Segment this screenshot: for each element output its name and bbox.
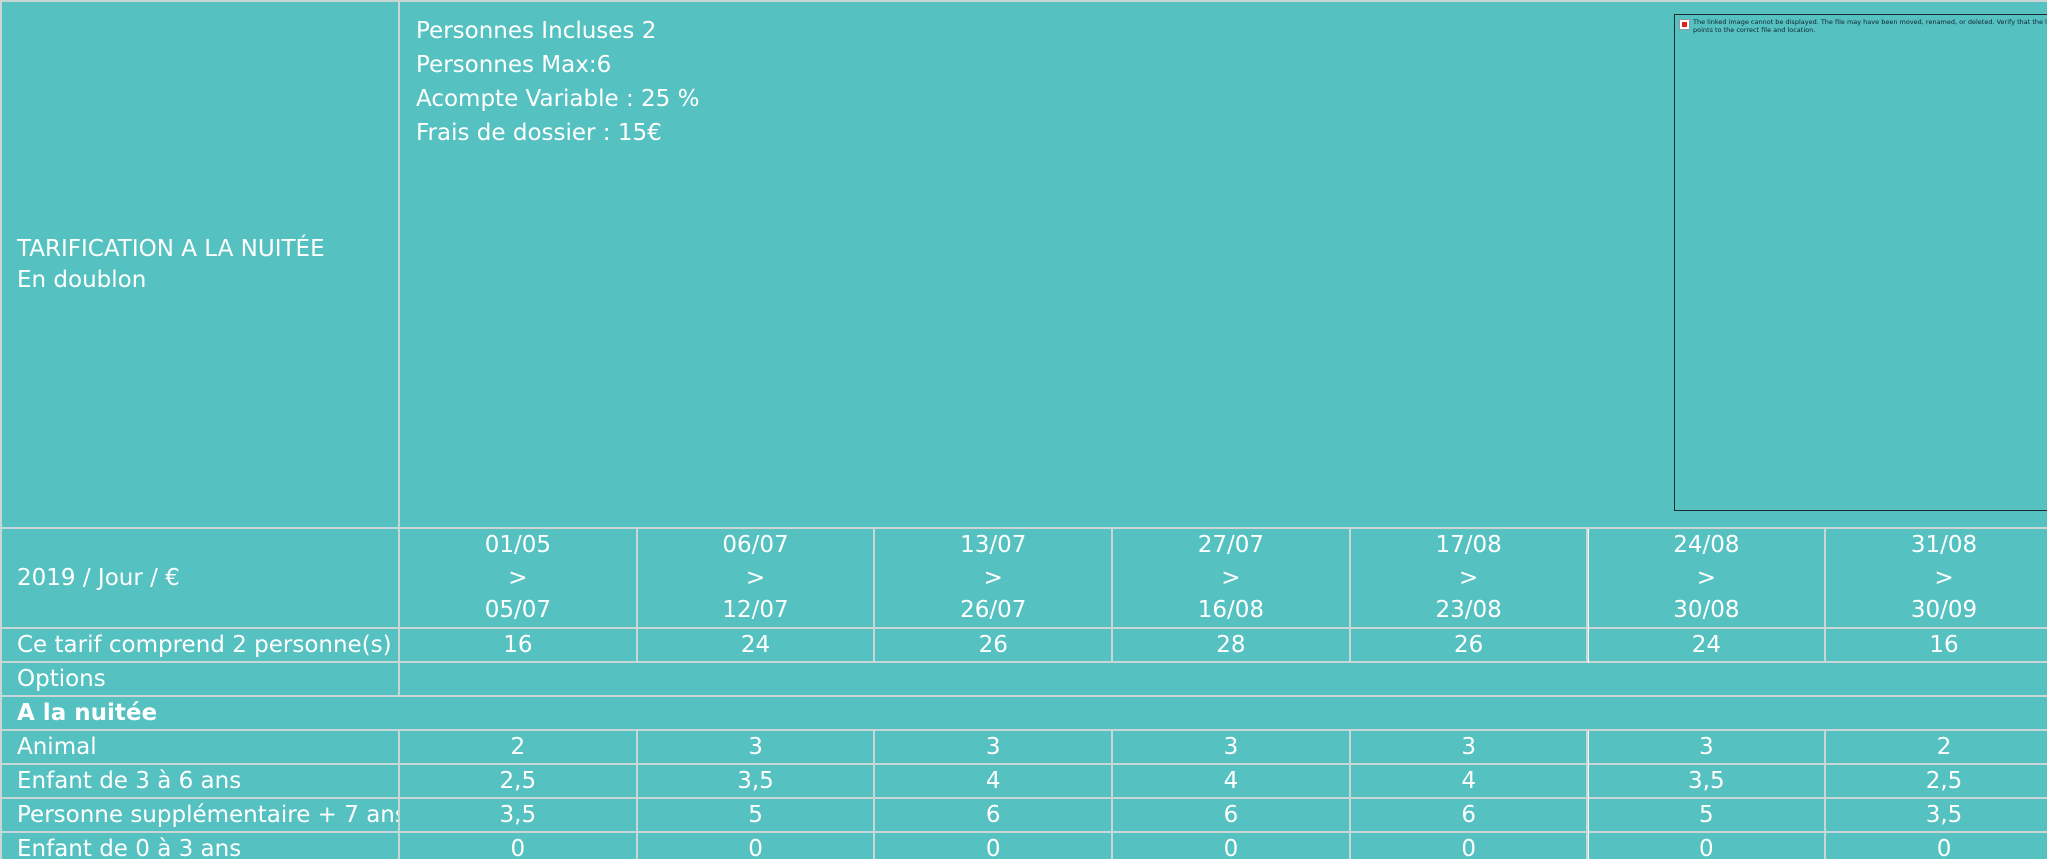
period-to: 30/08 [1673,597,1740,624]
value-cell: 0 [637,833,876,859]
value-cell: 3,5 [637,765,876,799]
value-cell: 26 [875,629,1114,663]
period-to: 30/09 [1910,597,1978,624]
value-cell: 5 [1588,799,1827,833]
value-cell: 4 [1113,765,1351,799]
period-cell: 06/07 >12/07 [637,529,876,629]
value-cell: 6 [1350,799,1589,833]
image-placeholder: The linked image cannot be displayed. Th… [1674,14,2047,511]
info-line: Frais de dossier : 15€ [416,120,662,146]
value-cell: 3,5 [1588,765,1827,799]
row-label-text: Enfant de 0 à 3 ans [17,836,242,859]
row-label-text: Personne supplémentaire + 7 ans [17,802,400,828]
broken-image-icon [1679,19,1690,30]
period-separator: > [508,564,528,591]
info-line: Personnes Max:6 [416,52,612,78]
info-line: Personnes Incluses 2 [416,18,657,44]
row-label-text: Ce tarif comprend 2 personne(s) [17,632,392,658]
value-cell: 3 [875,731,1114,765]
period-label: 2019 / Jour / € [2,529,400,629]
period-from: 17/08 [1435,532,1502,559]
row-label: Animal [2,731,400,765]
period-to: 26/07 [960,597,1027,624]
row-label-text: Animal [17,734,97,760]
value-cell: 6 [875,799,1114,833]
period-cell: 13/07 >26/07 [875,529,1114,629]
value-cell: 2,5 [1826,765,2047,799]
period-from: 24/08 [1673,532,1740,559]
value-cell: 0 [1826,833,2047,859]
row-label-text: A la nuitée [17,700,158,726]
value-cell: 3 [1588,731,1827,765]
value-cell: 3 [1113,731,1351,765]
row-label: Personne supplémentaire + 7 ans [2,799,400,833]
value-cell: 0 [875,833,1114,859]
period-from: 13/07 [960,532,1027,559]
title-line: TARIFICATION A LA NUITÉE [17,235,325,262]
value-cell: 16 [400,629,638,663]
period-from: 27/07 [1197,532,1265,559]
period-cell: 24/08 >30/08 [1588,529,1827,629]
row-label: Options [2,663,400,697]
period-to: 12/07 [722,597,789,624]
row-label: Ce tarif comprend 2 personne(s) [2,629,400,663]
period-separator: > [1696,564,1716,591]
info-block: Personnes Incluses 2 Personnes Max:6 Acomp… [416,14,699,150]
value-cell: 6 [1113,799,1351,833]
value-cell: 2,5 [400,765,638,799]
row-label: Enfant de 3 à 6 ans [2,765,400,799]
period-from: 01/05 [484,532,551,559]
period-cell: 01/05 >05/07 [400,529,638,629]
period-cell: 31/08 >30/09 [1826,529,2047,629]
title-cell: TARIFICATION A LA NUITÉE En doublon [2,2,400,529]
period-to: 05/07 [484,597,551,624]
period-separator: > [1459,564,1479,591]
info-line: Acompte Variable : 25 % [416,86,700,112]
value-cell: 0 [1350,833,1589,859]
value-cell: 4 [1350,765,1589,799]
value-cell: 3,5 [1826,799,2047,833]
value-cell: 2 [1826,731,2047,765]
value-cell: 2 [400,731,638,765]
info-cell [400,2,2047,529]
title-line: En doublon [17,266,147,293]
row-label-text: Enfant de 3 à 6 ans [17,768,242,794]
value-cell: 0 [1588,833,1827,859]
row-label: Enfant de 0 à 3 ans [2,833,400,859]
period-cell: 17/08 >23/08 [1350,529,1589,629]
empty-span [400,663,2047,697]
value-cell: 0 [1113,833,1351,859]
row-label: A la nuitée [2,697,2047,731]
value-cell: 3,5 [400,799,638,833]
period-from: 31/08 [1910,532,1978,559]
row-label-text: Options [17,666,106,692]
placeholder-text: The linked image cannot be displayed. Th… [1693,18,2047,34]
period-to: 23/08 [1435,597,1502,624]
value-cell: 5 [637,799,876,833]
period-separator: > [1934,564,1954,591]
period-separator: > [745,564,766,591]
value-cell: 28 [1113,629,1351,663]
value-cell: 24 [637,629,876,663]
period-cell: 27/07 >16/08 [1113,529,1351,629]
value-cell: 16 [1826,629,2047,663]
value-cell: 0 [400,833,638,859]
period-separator: > [1221,564,1241,591]
value-cell: 3 [637,731,876,765]
period-from: 06/07 [722,532,789,559]
period-to: 16/08 [1197,597,1265,624]
value-cell: 24 [1588,629,1827,663]
value-cell: 26 [1350,629,1589,663]
value-cell: 4 [875,765,1114,799]
period-separator: > [983,564,1003,591]
value-cell: 3 [1350,731,1589,765]
